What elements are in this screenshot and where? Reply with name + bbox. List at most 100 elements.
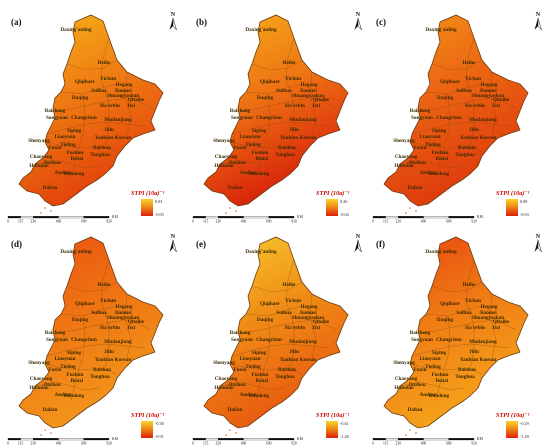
city-label: Siping [67, 128, 82, 134]
scale-tick-label: 0 [7, 220, 9, 224]
city-label: Benxi [71, 156, 84, 162]
city-label: Siping [67, 350, 82, 356]
city-label: Yanbian Korean [95, 357, 131, 363]
city-label: Siping [252, 128, 267, 134]
admin-boundary [489, 293, 497, 359]
scale-tick-label: 920 [106, 442, 112, 446]
city-label: Daqing [72, 317, 89, 323]
scale-tick-label: 0 [192, 442, 194, 446]
city-label: Dalian [408, 407, 423, 413]
city-label: Mudanjiang [289, 117, 317, 123]
admin-boundary [239, 319, 337, 335]
city-label: Daxing'anling [60, 249, 92, 255]
city-label: Changchun [436, 337, 462, 343]
scale-tick-label: 230 [31, 442, 37, 446]
city-label: Fuxin [234, 367, 247, 373]
city-label: Daxing'anling [245, 27, 277, 33]
city-label: Benxi [436, 156, 449, 162]
city-label: Liaoyuan [239, 134, 260, 140]
scale-tick-label: 230 [216, 220, 222, 224]
city-label: Huludao [394, 163, 414, 169]
city-label: Benxi [71, 378, 84, 384]
city-label: Jiamusi [479, 88, 497, 94]
admin-boundary [255, 93, 271, 179]
city-label: Hegang [300, 304, 317, 310]
city-label: Anshan [419, 170, 436, 176]
scale-tick-label: 920 [291, 220, 297, 224]
city-label: Baishan [278, 367, 296, 373]
city-label: Huludao [214, 163, 234, 169]
map-panel: (a) N Daxing'anling Heihe Qiqihaer YichunHega… [7, 12, 177, 224]
city-label: Shuangyashan [472, 93, 504, 99]
city-label: Qiqihaer [260, 301, 281, 307]
city-label: Benxi [256, 378, 269, 384]
scale-bar-segment [243, 216, 269, 219]
city-label: Jixi [492, 325, 501, 331]
legend-min-value: -0.03 [520, 212, 529, 217]
island [405, 212, 407, 214]
admin-boundary [255, 315, 271, 401]
city-label: Chaoyang [395, 154, 418, 160]
scale-tick-label: 920 [106, 220, 112, 224]
city-label: Jinzhou [43, 382, 61, 388]
admin-boundary [425, 305, 483, 317]
scale-bar-segment [268, 216, 295, 219]
scale-bar-segment [83, 216, 110, 219]
city-label: Chaoyang [30, 154, 53, 160]
city-label: Jiamusi [479, 310, 497, 316]
city-label: Qitaihe [128, 319, 145, 325]
city-label: Daxing'anling [425, 249, 457, 255]
city-label: Yanbian Korean [280, 135, 316, 141]
city-label: Yichun [465, 298, 481, 304]
scale-tick-label: 230 [396, 442, 402, 446]
city-label: Daqing [72, 95, 89, 101]
city-label: Mudanjiang [469, 339, 497, 345]
map-panel: (c) N Daxing'anling Heihe Qiqihaer YichunHega… [372, 12, 542, 224]
north-arrow-icon [169, 240, 173, 252]
admin-boundary [60, 305, 118, 317]
admin-boundary [245, 83, 303, 95]
city-label: Siping [432, 128, 447, 134]
scale-bar-segment [268, 438, 295, 441]
city-label: Shuangyashan [292, 315, 324, 321]
scale-bar-segment [33, 438, 59, 441]
island [50, 432, 52, 434]
scale-bar-segment [218, 438, 244, 441]
city-label: Baicheng [45, 330, 66, 336]
scale-bar-segment [423, 216, 449, 219]
admin-boundary [489, 71, 497, 137]
admin-boundary [231, 343, 331, 357]
city-label: Dandong [64, 393, 85, 399]
city-label: Dalian [43, 407, 58, 413]
city-label: Daqing [257, 95, 274, 101]
admin-boundary [245, 305, 303, 317]
city-label: Anshan [239, 170, 256, 176]
scale-tick-label: 460 [56, 442, 62, 446]
scale-bar-segment [448, 438, 475, 441]
island [229, 207, 231, 209]
city-label: Fushun [252, 150, 269, 156]
city-label: Tonghua [455, 152, 475, 158]
region-map [18, 236, 164, 429]
scale-unit: KM [477, 215, 484, 219]
scale-tick-label: 230 [216, 442, 222, 446]
city-label: Jilin [289, 127, 299, 133]
city-label: Changchun [256, 115, 282, 121]
city-label: Jinzhou [408, 382, 426, 388]
admin-boundary [60, 83, 118, 95]
city-label: Jinzhou [228, 160, 246, 166]
admin-boundary [66, 59, 118, 71]
city-label: Songyuan [46, 115, 68, 121]
legend-max-value: -0.29 [520, 421, 529, 426]
city-label: Suihua [276, 310, 292, 316]
city-label: Jilin [104, 127, 114, 133]
scale-bar-segment [7, 438, 21, 441]
region-map [203, 14, 349, 207]
north-arrow-icon [357, 239, 362, 253]
region-map [383, 236, 529, 429]
city-label: Liaoyuan [54, 134, 75, 140]
scale-bar-segment [192, 216, 206, 219]
admin-boundary [431, 281, 483, 293]
city-label: Baishan [458, 145, 476, 151]
admin-boundary [54, 97, 152, 113]
